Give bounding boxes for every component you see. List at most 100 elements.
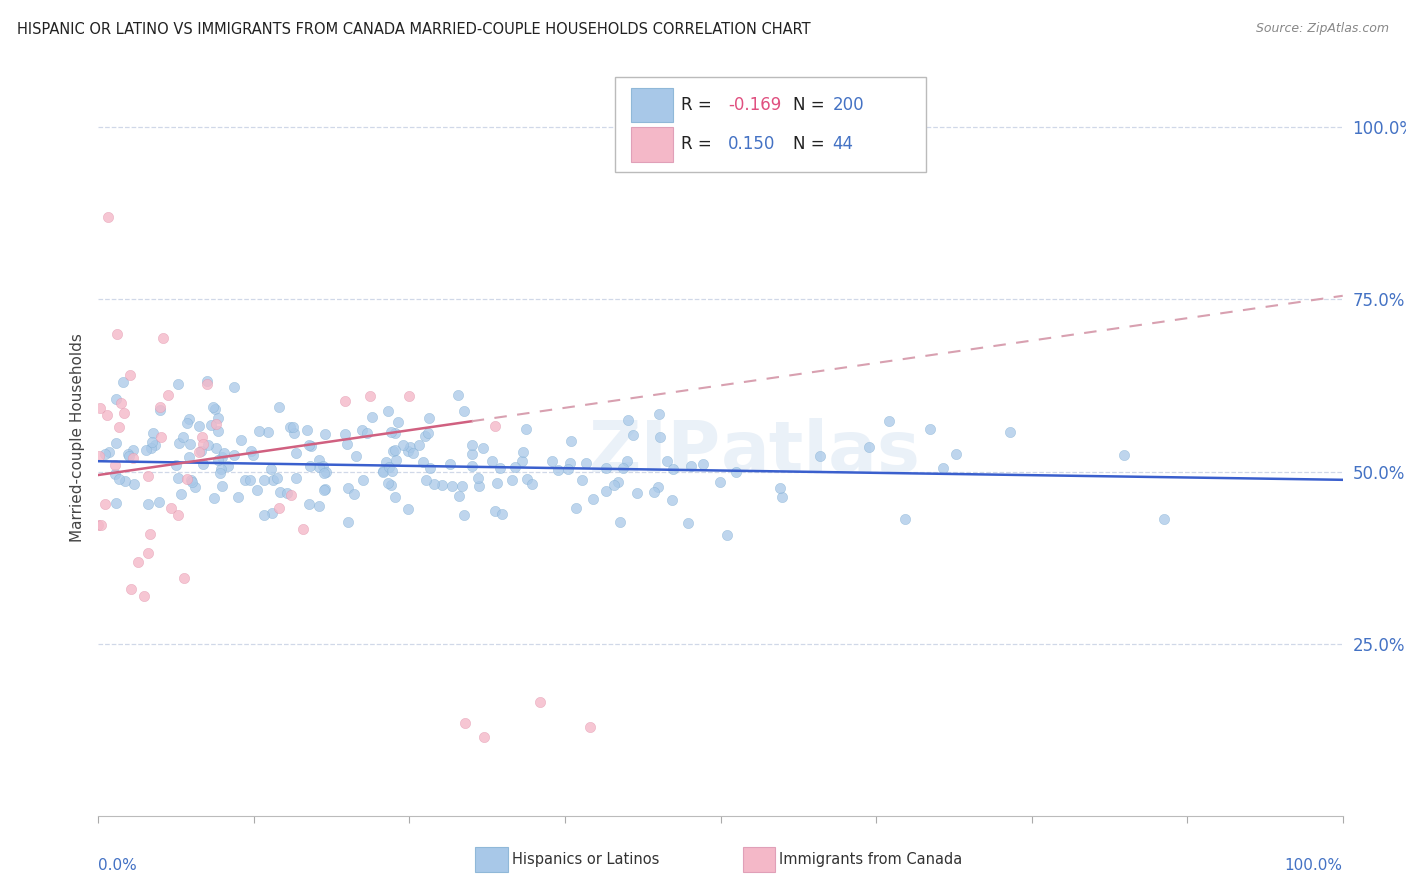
Point [491,508,513,522]
Point [262,473,284,487]
Point [149,400,172,414]
Point [108,419,131,434]
Text: 0.150: 0.150 [728,136,776,153]
Point [380,478,402,492]
Point [412,455,434,469]
Point [120,582,142,596]
Point [204,442,226,456]
Point [260,506,283,520]
Point [380,425,402,440]
Point [122,476,145,491]
Point [195,374,218,388]
Point [769,481,792,495]
Point [209,466,232,480]
Point [314,483,336,497]
Point [709,475,731,489]
Point [183,480,205,494]
Point [1114,448,1136,462]
Point [285,446,308,460]
Point [359,389,381,403]
Point [156,388,179,402]
Point [197,437,219,451]
Text: N =: N = [793,136,830,153]
Point [197,377,219,392]
Point [333,394,356,409]
Point [679,458,702,473]
Point [510,454,533,468]
Point [276,485,298,500]
Point [104,458,127,473]
Point [118,450,141,464]
Point [932,460,955,475]
Point [484,418,506,433]
FancyBboxPatch shape [631,127,673,161]
Point [226,490,249,504]
Point [135,443,157,458]
Point [167,377,190,392]
Point [418,411,440,425]
Point [447,388,470,402]
Point [121,442,143,457]
Point [315,465,337,479]
Point [377,475,399,490]
Point [104,435,127,450]
Text: Immigrants from Canada: Immigrants from Canada [779,852,962,867]
Point [582,491,605,506]
Point [298,497,321,511]
Point [371,465,394,479]
Point [94,497,117,511]
Point [565,501,588,516]
Point [308,459,330,474]
Point [676,516,699,530]
Point [858,440,880,454]
Point [419,461,441,475]
Point [454,716,477,731]
Point [173,571,195,585]
Point [485,476,508,491]
Point [547,462,569,476]
Point [285,471,308,485]
Point [356,425,378,440]
Point [200,418,222,433]
Point [377,403,399,417]
Point [396,501,419,516]
Point [104,467,127,482]
Point [467,471,489,485]
Point [461,458,484,473]
Point [207,411,229,425]
Point [191,436,214,450]
Point [132,589,155,603]
Text: ZIP: ZIP [588,417,721,487]
Point [253,508,276,523]
Point [558,456,581,470]
Point [418,425,440,440]
Point [229,434,252,448]
Point [415,473,437,487]
Point [97,210,120,224]
Point [378,459,401,474]
Point [96,408,118,422]
Point [489,461,512,475]
Point [716,528,738,542]
Point [249,424,271,438]
Point [655,454,678,468]
Point [308,500,330,514]
Point [772,490,794,504]
Point [141,434,163,449]
Point [626,486,648,500]
Point [501,473,523,487]
Point [139,527,162,541]
Point [176,472,198,486]
Point [94,447,117,461]
Point [402,445,425,459]
Point [447,489,470,503]
Point [603,478,626,492]
Point [661,493,683,508]
Point [432,478,454,492]
FancyBboxPatch shape [631,87,673,122]
Point [117,447,139,461]
Point [139,441,162,455]
Point [920,422,942,436]
Point [413,429,436,443]
Point [207,424,229,438]
